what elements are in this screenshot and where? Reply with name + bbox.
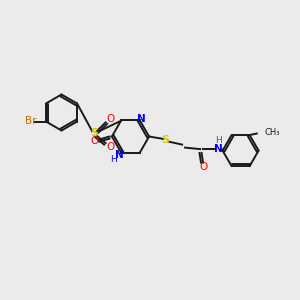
Text: N: N (137, 114, 146, 124)
Text: N: N (115, 150, 124, 160)
Text: H: H (215, 136, 222, 145)
Text: O: O (199, 162, 207, 172)
Text: O: O (106, 113, 114, 124)
Text: S: S (91, 128, 98, 139)
Text: CH₃: CH₃ (265, 128, 280, 137)
Text: N: N (214, 143, 223, 154)
Text: Br: Br (25, 116, 37, 127)
Text: H: H (110, 155, 117, 164)
Text: O: O (90, 136, 98, 146)
Text: O: O (106, 142, 114, 152)
Text: S: S (162, 135, 170, 145)
